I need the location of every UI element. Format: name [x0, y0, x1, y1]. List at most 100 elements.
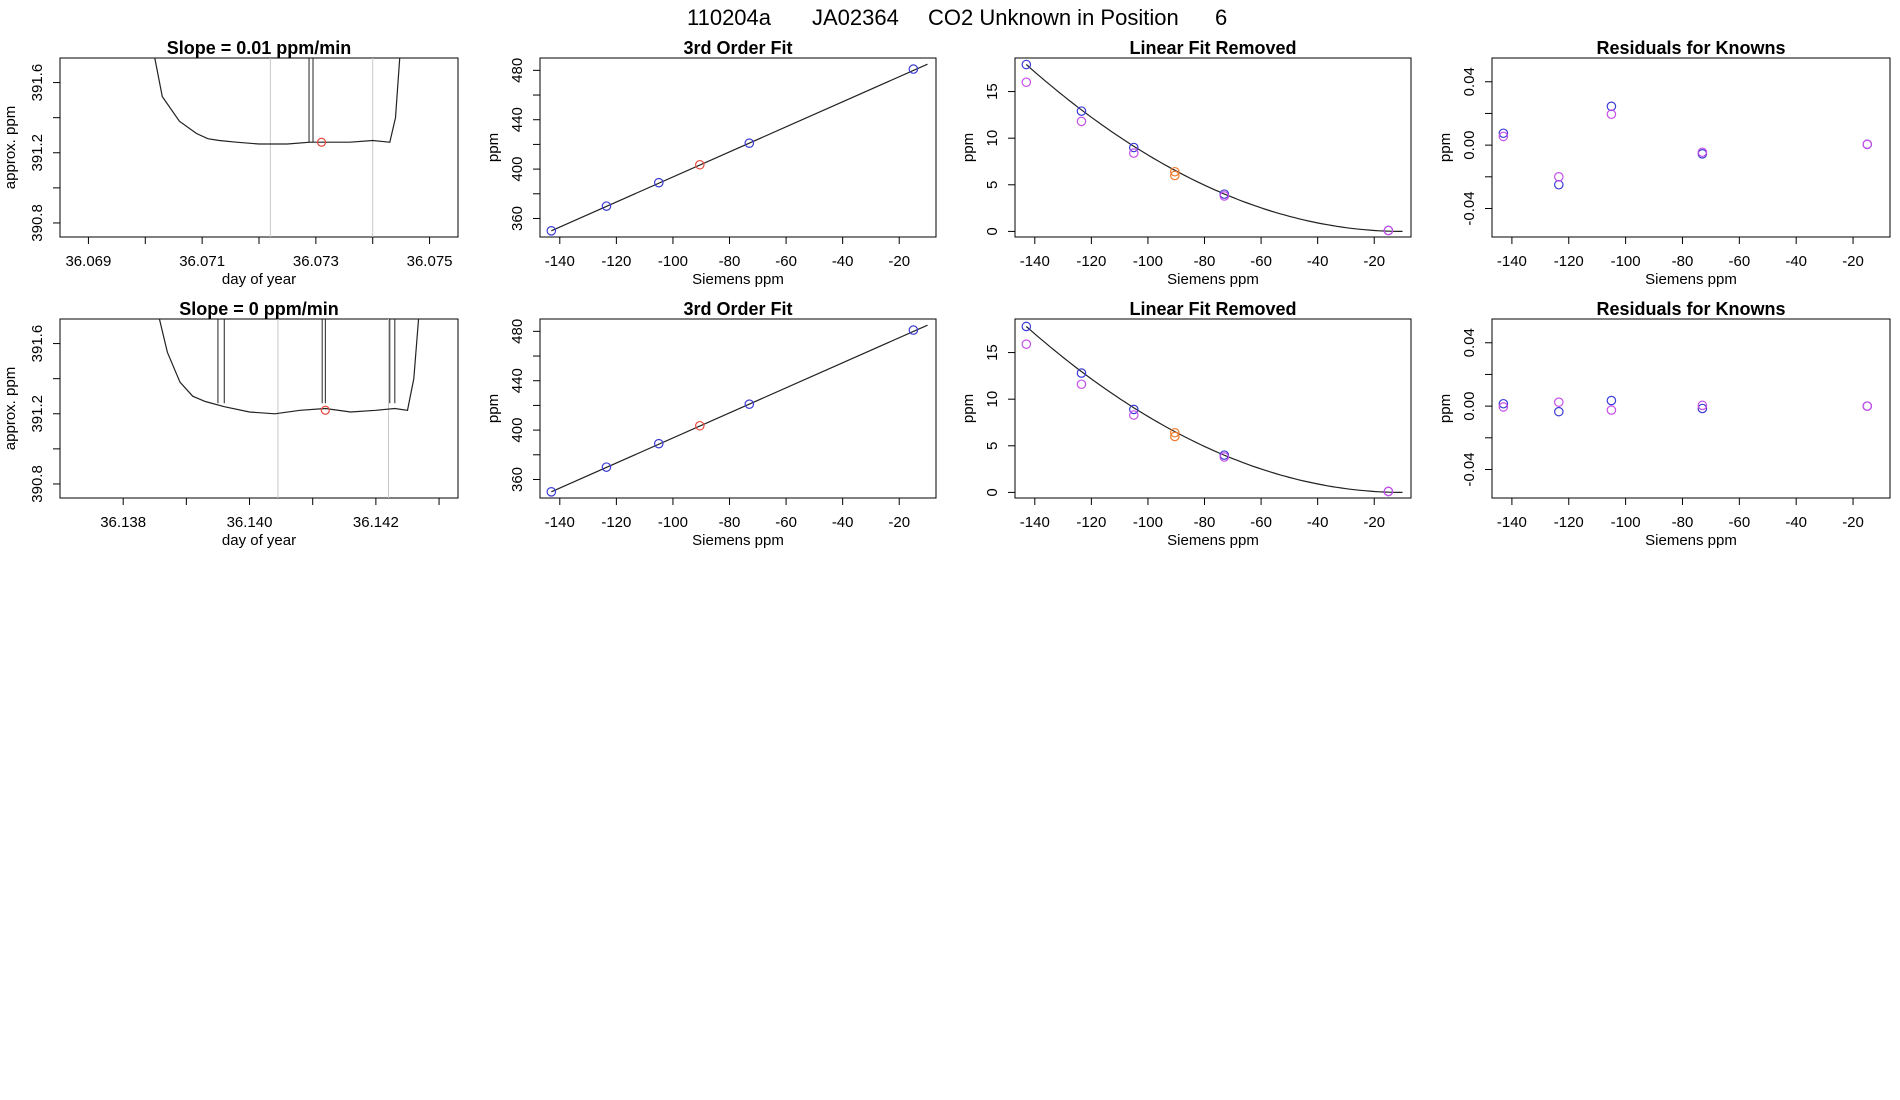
plot-area [546, 63, 928, 236]
x-tick-label: -140 [1020, 514, 1050, 531]
chart-panel-r1c2: 3rd Order Fit -140 -120 -100 -80 -60 -40 -20 Sie… [485, 38, 937, 288]
panel-title: Linear Fit Removed [1129, 38, 1296, 58]
data-point [695, 159, 705, 170]
x-tick-label: -40 [832, 253, 854, 270]
data-point [1862, 401, 1873, 411]
chart-panel-r1c3: Linear Fit Removed -140 -120 -100 -80 -60 -40 -… [960, 38, 1412, 288]
data-point [1129, 410, 1139, 420]
data-point [1697, 400, 1708, 411]
y-tick-label: 0 [984, 488, 1001, 496]
plot-area [158, 319, 420, 498]
chart-panel-r2c4: Residuals for Knowns -140 -120 -100 -80 -60 -4… [1437, 299, 1891, 549]
x-tick-label: -80 [1194, 253, 1216, 270]
x-tick-label: -140 [1497, 514, 1527, 531]
panel-title: Slope = 0.01 ppm/min [167, 38, 352, 58]
data-point [546, 487, 557, 497]
data-point [908, 325, 919, 335]
panel-title: 3rd Order Fit [683, 299, 792, 319]
x-tick-label: -140 [1497, 253, 1527, 270]
x-tick-label: 36.138 [100, 514, 146, 531]
x-tick-label: -40 [1785, 253, 1807, 270]
data-point [1554, 406, 1564, 417]
chart-panel-r2c2: 3rd Order Fit -140 -120 -100 -80 -60 -40 -20 Sie… [485, 299, 937, 549]
data-point [1606, 101, 1617, 112]
x-axis-label: day of year [222, 532, 296, 549]
x-tick-label: -40 [1307, 514, 1329, 531]
x-tick-label: -60 [1728, 253, 1750, 270]
x-tick-label: -80 [719, 253, 741, 270]
x-tick-label: -20 [1363, 253, 1385, 270]
data-point [1129, 148, 1139, 158]
x-axis-label: Siemens ppm [1167, 532, 1259, 549]
panel-title: Linear Fit Removed [1129, 299, 1296, 319]
data-point [1606, 109, 1617, 120]
run-id: 110204a [687, 5, 772, 30]
position-number: 6 [1215, 5, 1227, 30]
y-axis-label: approx. ppm [2, 367, 19, 450]
y-tick-label: 0.00 [1461, 392, 1478, 421]
y-axis-label: ppm [485, 133, 502, 162]
fit-curve [1025, 64, 1403, 232]
data-point [546, 226, 557, 236]
plot-area [1021, 59, 1403, 236]
x-tick-label: -40 [1785, 514, 1807, 531]
plot-frame [1014, 57, 1412, 238]
y-tick-label: 391.2 [29, 134, 46, 172]
x-tick-label: -80 [1672, 514, 1694, 531]
data-point [744, 399, 755, 409]
plot-area [1498, 395, 1873, 417]
plot-frame [1014, 318, 1412, 499]
y-axis-label: ppm [1437, 394, 1454, 423]
data-point [1498, 131, 1509, 142]
y-tick-label: 391.2 [29, 395, 46, 433]
y-tick-label: 400 [509, 418, 526, 443]
ppm-trace [158, 319, 420, 415]
data-point [601, 201, 612, 211]
data-point [1606, 405, 1617, 415]
x-tick-label: -100 [658, 253, 688, 270]
data-point [1383, 486, 1394, 497]
data-point [653, 177, 664, 188]
data-point [1021, 59, 1032, 70]
x-tick-label: -120 [1076, 253, 1106, 270]
x-tick-label: -80 [719, 514, 741, 531]
data-point [1697, 147, 1708, 158]
x-tick-label: -60 [1250, 514, 1272, 531]
y-tick-label: 5 [984, 442, 1001, 450]
y-tick-label: 10 [984, 391, 1001, 408]
data-point [1021, 339, 1032, 349]
data-point [1697, 403, 1708, 414]
y-tick-label: -0.04 [1461, 191, 1478, 225]
chart-panel-r1c1: Slope = 0.01 ppm/min 36.069 36.071 36.073 36… [2, 38, 459, 288]
data-point [1498, 398, 1509, 409]
fit-line [551, 63, 928, 232]
plot-frame [1491, 57, 1891, 238]
data-point [1554, 397, 1564, 407]
x-tick-label: -60 [775, 253, 797, 270]
y-tick-label: 0.04 [1461, 328, 1478, 357]
x-axis-label: Siemens ppm [1167, 271, 1259, 288]
y-tick-label: 391.6 [29, 325, 46, 363]
plot-area [1021, 321, 1403, 497]
data-point [1606, 395, 1617, 406]
y-tick-label: -0.04 [1461, 452, 1478, 486]
fit-curve [1025, 326, 1403, 493]
x-tick-label: 36.069 [65, 253, 111, 270]
x-tick-label: -120 [601, 514, 631, 531]
data-point [1076, 368, 1087, 378]
panel-title: Residuals for Knowns [1596, 299, 1785, 319]
y-axis-label: ppm [960, 394, 977, 423]
data-point [695, 420, 705, 431]
data-point [1021, 321, 1032, 332]
data-point [1129, 142, 1139, 153]
data-point [1554, 179, 1564, 190]
x-tick-label: 36.075 [407, 253, 453, 270]
x-tick-label: 36.140 [227, 514, 273, 531]
x-tick-label: -120 [601, 253, 631, 270]
x-tick-label: 36.073 [293, 253, 339, 270]
x-tick-label: -100 [1611, 514, 1641, 531]
x-axis-label: Siemens ppm [1645, 271, 1737, 288]
mean-marker [316, 137, 327, 147]
x-axis-label: Siemens ppm [692, 271, 784, 288]
